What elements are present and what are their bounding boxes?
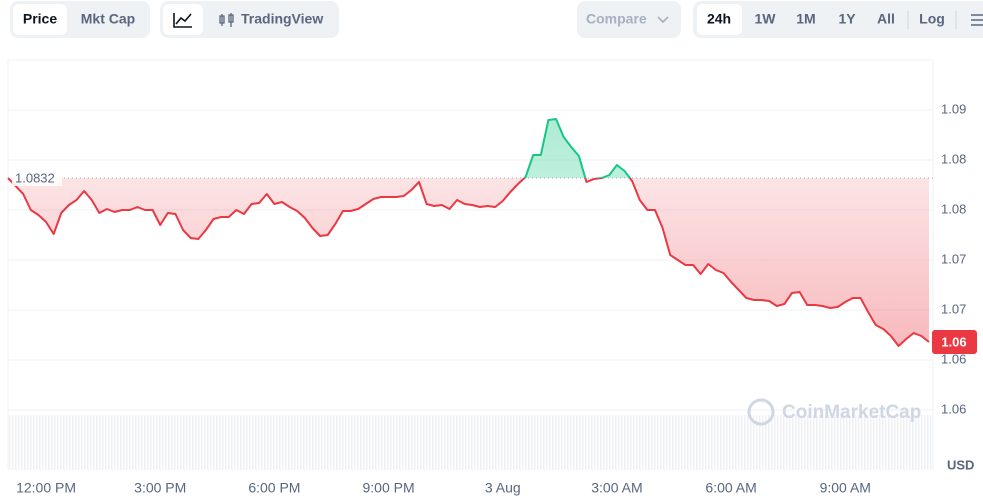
chart-toggle bbox=[160, 1, 339, 38]
chevron bbox=[657, 16, 669, 24]
line-chart-icon bbox=[173, 13, 192, 28]
range-24h-bg bbox=[697, 4, 742, 35]
range-toggle bbox=[693, 1, 983, 38]
x-tick-label: 3 Aug bbox=[485, 480, 521, 496]
compare-dropdown[interactable] bbox=[577, 1, 681, 38]
x-tick-label: 3:00 AM bbox=[591, 480, 642, 496]
y-tick-label: 1.09 bbox=[941, 101, 966, 116]
x-tick-label: 3:00 PM bbox=[134, 480, 186, 496]
range-btn[interactable]: 1M bbox=[796, 11, 815, 27]
x-tick-label: 6:00 PM bbox=[248, 480, 300, 496]
x-tick-label: 6:00 AM bbox=[705, 480, 756, 496]
price-tab-bg bbox=[13, 4, 67, 35]
baseline-label: 1.0832 bbox=[15, 170, 55, 185]
watermark-logo bbox=[747, 398, 775, 426]
watermark-text: CoinMarketCap bbox=[782, 402, 921, 423]
last-price-tag bbox=[932, 330, 977, 354]
y-axis-label: USD bbox=[947, 457, 974, 472]
range-btn[interactable]: All bbox=[877, 11, 895, 27]
settings-icon[interactable] bbox=[971, 14, 983, 26]
log-btn[interactable]: Log bbox=[919, 11, 945, 27]
range-btn[interactable]: 1W bbox=[755, 11, 777, 27]
candle-icon bbox=[219, 13, 234, 27]
range-btn[interactable]: 24h bbox=[707, 11, 731, 27]
y-tick-label: 1.08 bbox=[941, 151, 966, 166]
y-tick-label: 1.06 bbox=[941, 401, 966, 416]
baseline-label-bg bbox=[12, 170, 62, 186]
range-btn[interactable]: 1Y bbox=[838, 11, 856, 27]
last-price-label: 1.06 bbox=[941, 334, 966, 349]
x-tick-label: 9:00 AM bbox=[820, 480, 871, 496]
x-tick-label: 9:00 PM bbox=[363, 480, 415, 496]
watermark: CoinMarketCap bbox=[747, 398, 921, 426]
compare-label: Compare bbox=[586, 11, 647, 27]
y-tick-label: 1.07 bbox=[941, 251, 966, 266]
area-down bbox=[8, 178, 929, 346]
mktcap-tab[interactable]: Mkt Cap bbox=[81, 11, 135, 27]
price-tab[interactable]: Price bbox=[23, 11, 57, 27]
x-tick-label: 12:00 PM bbox=[16, 480, 76, 496]
y-tick-label: 1.07 bbox=[941, 301, 966, 316]
price-line-down bbox=[7, 178, 930, 347]
y-tick-label: 1.08 bbox=[941, 201, 966, 216]
y-tick-label: 1.06 bbox=[941, 351, 966, 366]
volume-strip bbox=[8, 415, 933, 470]
tradingview-btn[interactable]: TradingView bbox=[241, 11, 323, 27]
